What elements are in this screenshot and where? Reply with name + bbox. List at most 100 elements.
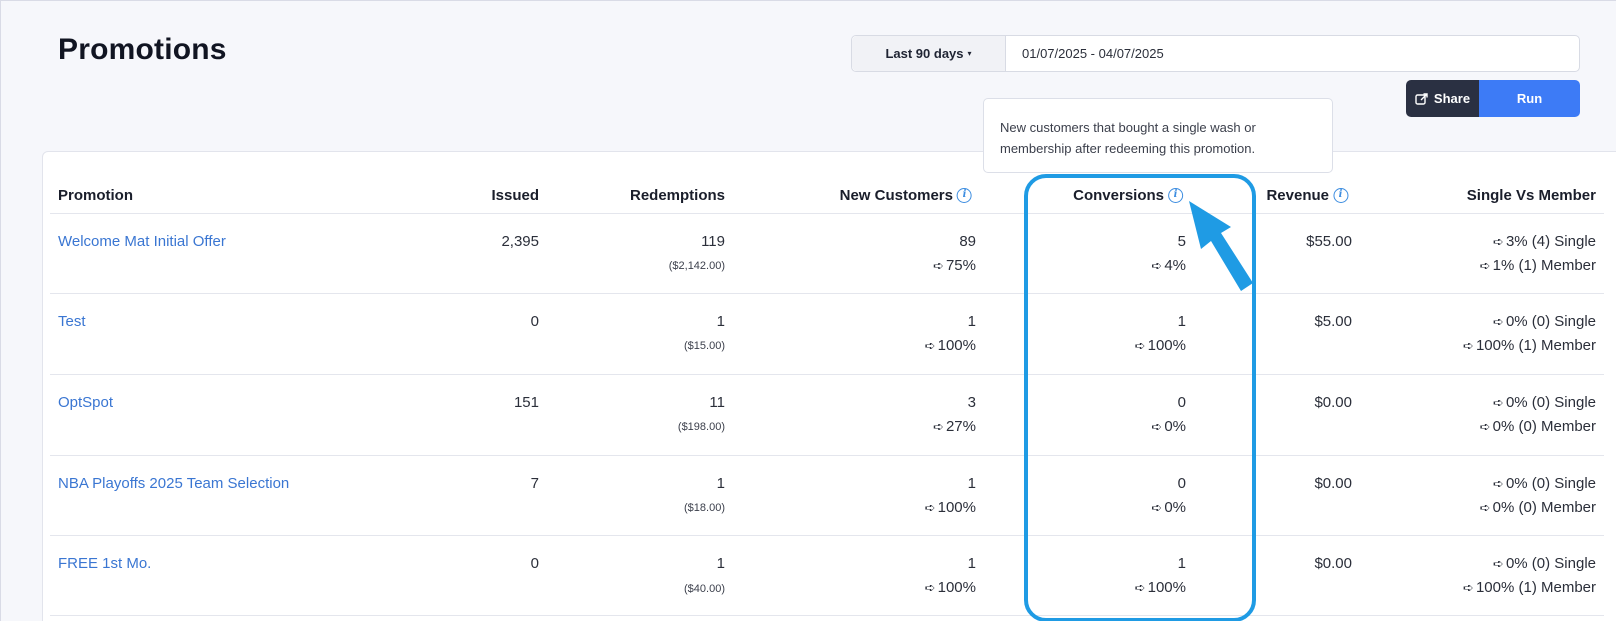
- conversions-tooltip: New customers that bought a single wash …: [983, 98, 1333, 173]
- arrow-right-icon: ➪: [1134, 580, 1146, 595]
- arrow-right-icon: ➪: [1463, 338, 1474, 353]
- conversions-value: 0: [1177, 394, 1186, 411]
- arrow-right-icon: ➪: [924, 338, 936, 353]
- conversions-pct: ➪ 100%: [1134, 337, 1186, 354]
- redemptions-value: 1: [716, 475, 725, 492]
- issued-value: 2,395: [501, 233, 539, 250]
- issued-value: 151: [513, 394, 539, 411]
- share-button[interactable]: Share: [1406, 80, 1479, 117]
- col-header-promotion[interactable]: Promotion: [58, 187, 133, 204]
- promotion-link[interactable]: NBA Playoffs 2025 Team Selection: [58, 475, 290, 492]
- redemptions-amount: ($2,142.00): [668, 260, 725, 272]
- redemptions-amount: ($15.00): [684, 340, 725, 352]
- single-value: ➪ 0% (0) Single: [1493, 313, 1596, 330]
- arrow-right-icon: ➪: [1479, 500, 1491, 515]
- arrow-right-icon: ➪: [1479, 419, 1491, 434]
- new-customers-pct: ➪ 75%: [933, 257, 976, 274]
- col-header-issued[interactable]: Issued: [491, 187, 539, 204]
- action-buttons: Share Run: [1406, 80, 1580, 117]
- promotion-link[interactable]: FREE 1st Mo.: [58, 555, 152, 572]
- conversions-pct: ➪ 100%: [1134, 579, 1186, 596]
- issued-value: 7: [530, 475, 539, 492]
- info-icon[interactable]: i: [957, 188, 972, 203]
- page-title: Promotions: [58, 33, 227, 66]
- arrow-right-icon: ➪: [1493, 556, 1504, 571]
- info-icon[interactable]: i: [1168, 188, 1183, 203]
- revenue-value: $0.00: [1314, 475, 1352, 492]
- info-icon[interactable]: i: [1333, 188, 1348, 203]
- conversions-value: 1: [1177, 313, 1186, 330]
- arrow-right-icon: ➪: [1493, 234, 1504, 249]
- revenue-value: $0.00: [1314, 394, 1352, 411]
- arrow-right-icon: ➪: [1134, 338, 1146, 353]
- conversions-pct: ➪ 0%: [1151, 499, 1186, 516]
- revenue-value: $0.00: [1314, 555, 1352, 572]
- divider: [50, 293, 1604, 294]
- run-button[interactable]: Run: [1479, 80, 1580, 117]
- promotions-table-card: [42, 151, 1616, 621]
- conversions-pct: ➪ 0%: [1151, 418, 1186, 435]
- pointer-arrow-icon: [1189, 201, 1253, 291]
- arrow-right-icon: ➪: [1493, 476, 1504, 491]
- col-header-revenue[interactable]: Revenue i: [1266, 187, 1348, 204]
- single-value: ➪ 0% (0) Single: [1493, 394, 1596, 411]
- col-header-redemptions[interactable]: Redemptions: [629, 187, 725, 204]
- single-value: ➪ 3% (4) Single: [1493, 233, 1596, 250]
- redemptions-amount: ($198.00): [677, 421, 725, 433]
- conversions-value: 5: [1177, 233, 1186, 250]
- conversions-value: 0: [1177, 475, 1186, 492]
- divider: [50, 615, 1604, 616]
- promotion-link[interactable]: OptSpot: [58, 394, 114, 411]
- issued-value: 0: [530, 313, 539, 330]
- col-header-single-vs-member[interactable]: Single Vs Member: [1466, 187, 1596, 204]
- col-header-new-customers[interactable]: New Customers i: [840, 187, 972, 204]
- divider: [50, 455, 1604, 456]
- caret-down-icon: ▾: [967, 49, 972, 58]
- redemptions-amount: ($40.00): [684, 583, 725, 595]
- new-customers-value: 89: [959, 233, 976, 250]
- redemptions-value: 1: [716, 555, 725, 572]
- single-value: ➪ 0% (0) Single: [1493, 475, 1596, 492]
- share-icon: [1415, 93, 1428, 105]
- new-customers-pct: ➪ 100%: [924, 499, 976, 516]
- member-value: ➪ 0% (0) Member: [1479, 418, 1596, 435]
- range-preset-dropdown[interactable]: Last 90 days ▾: [852, 36, 1006, 71]
- redemptions-value: 119: [701, 233, 725, 250]
- revenue-value: $55.00: [1306, 233, 1352, 250]
- single-value: ➪ 0% (0) Single: [1493, 555, 1596, 572]
- col-header-conversions[interactable]: Conversions i: [1073, 187, 1183, 204]
- share-label: Share: [1433, 91, 1471, 106]
- conversions-pct: ➪ 4%: [1151, 257, 1186, 274]
- arrow-right-icon: ➪: [1463, 580, 1474, 595]
- new-customers-pct: ➪ 100%: [924, 579, 976, 596]
- new-customers-pct: ➪ 27%: [933, 418, 976, 435]
- issued-value: 0: [530, 555, 539, 572]
- arrow-right-icon: ➪: [924, 580, 936, 595]
- date-range-control: Last 90 days ▾ 01/07/2025 - 04/07/2025: [851, 35, 1580, 72]
- new-customers-value: 1: [967, 555, 976, 572]
- redemptions-amount: ($18.00): [684, 502, 725, 514]
- new-customers-pct: ➪ 100%: [924, 337, 976, 354]
- arrow-right-icon: ➪: [1479, 258, 1491, 273]
- promotion-link[interactable]: Test: [58, 313, 86, 330]
- divider: [50, 374, 1604, 375]
- member-value: ➪ 1% (1) Member: [1479, 257, 1596, 274]
- new-customers-value: 1: [967, 475, 976, 492]
- new-customers-value: 3: [967, 394, 976, 411]
- divider: [50, 213, 1604, 214]
- arrow-right-icon: ➪: [1493, 395, 1504, 410]
- redemptions-value: 1: [716, 313, 725, 330]
- divider: [50, 535, 1604, 536]
- date-range-input[interactable]: 01/07/2025 - 04/07/2025: [1022, 46, 1164, 61]
- new-customers-value: 1: [967, 313, 976, 330]
- conversions-value: 1: [1177, 555, 1186, 572]
- arrow-right-icon: ➪: [924, 500, 936, 515]
- promotion-link[interactable]: Welcome Mat Initial Offer: [58, 233, 226, 250]
- member-value: ➪ 0% (0) Member: [1479, 499, 1596, 516]
- revenue-value: $5.00: [1314, 313, 1352, 330]
- conversions-column-highlight: [1024, 174, 1256, 621]
- arrow-right-icon: ➪: [1151, 500, 1163, 515]
- member-value: ➪ 100% (1) Member: [1463, 579, 1596, 596]
- arrow-right-icon: ➪: [933, 258, 944, 273]
- arrow-right-icon: ➪: [1151, 258, 1163, 273]
